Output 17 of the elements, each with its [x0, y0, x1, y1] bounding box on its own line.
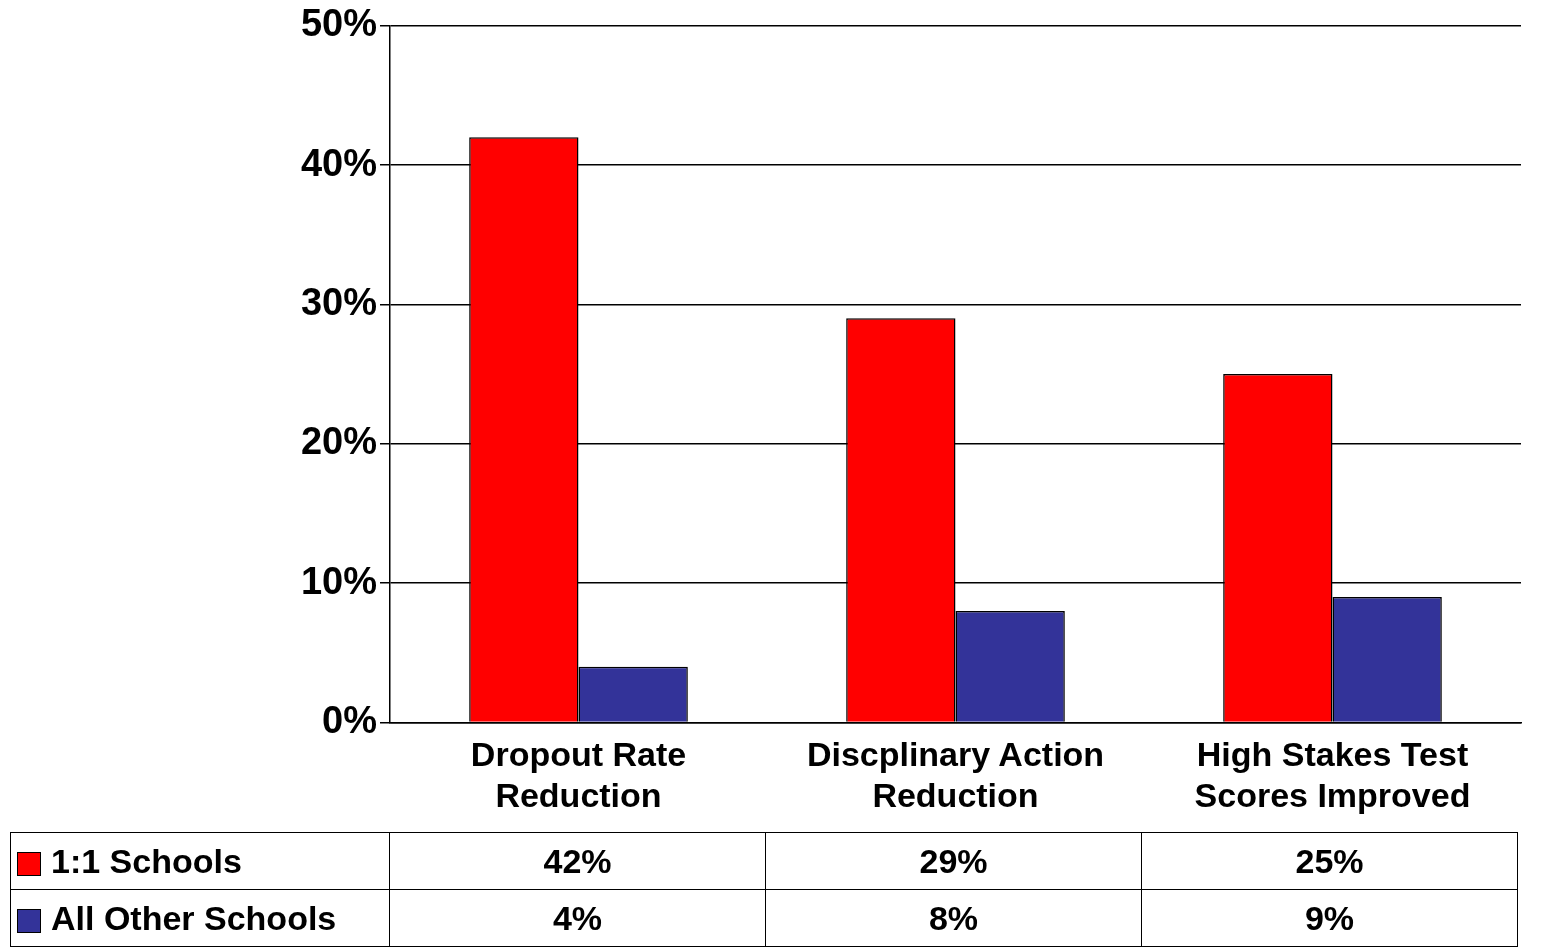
y-tick-label: 50%: [300, 2, 377, 45]
y-tick-label: 10%: [300, 559, 377, 602]
x-tick-label: Dropout Rate Reduction: [470, 735, 687, 814]
x-tick-label: High Stakes Test Scores Improved: [1194, 735, 1471, 814]
data-label: 4%: [389, 889, 766, 947]
y-tick-label: 20%: [300, 420, 377, 463]
x-tick-label: Discplinary Action Reduction: [806, 735, 1105, 814]
legend-label: All Other Schools: [10, 889, 390, 947]
data-label: 25%: [1141, 832, 1518, 890]
y-tick-label: 30%: [300, 280, 377, 323]
data-label: 8%: [765, 889, 1142, 947]
y-tick-label: 0%: [322, 698, 377, 741]
data-label: 9%: [1141, 889, 1518, 947]
data-label: 42%: [389, 832, 766, 890]
legend-label: 1:1 Schools: [10, 832, 390, 890]
y-tick-label: 40%: [300, 141, 377, 184]
data-label: 29%: [765, 832, 1142, 890]
